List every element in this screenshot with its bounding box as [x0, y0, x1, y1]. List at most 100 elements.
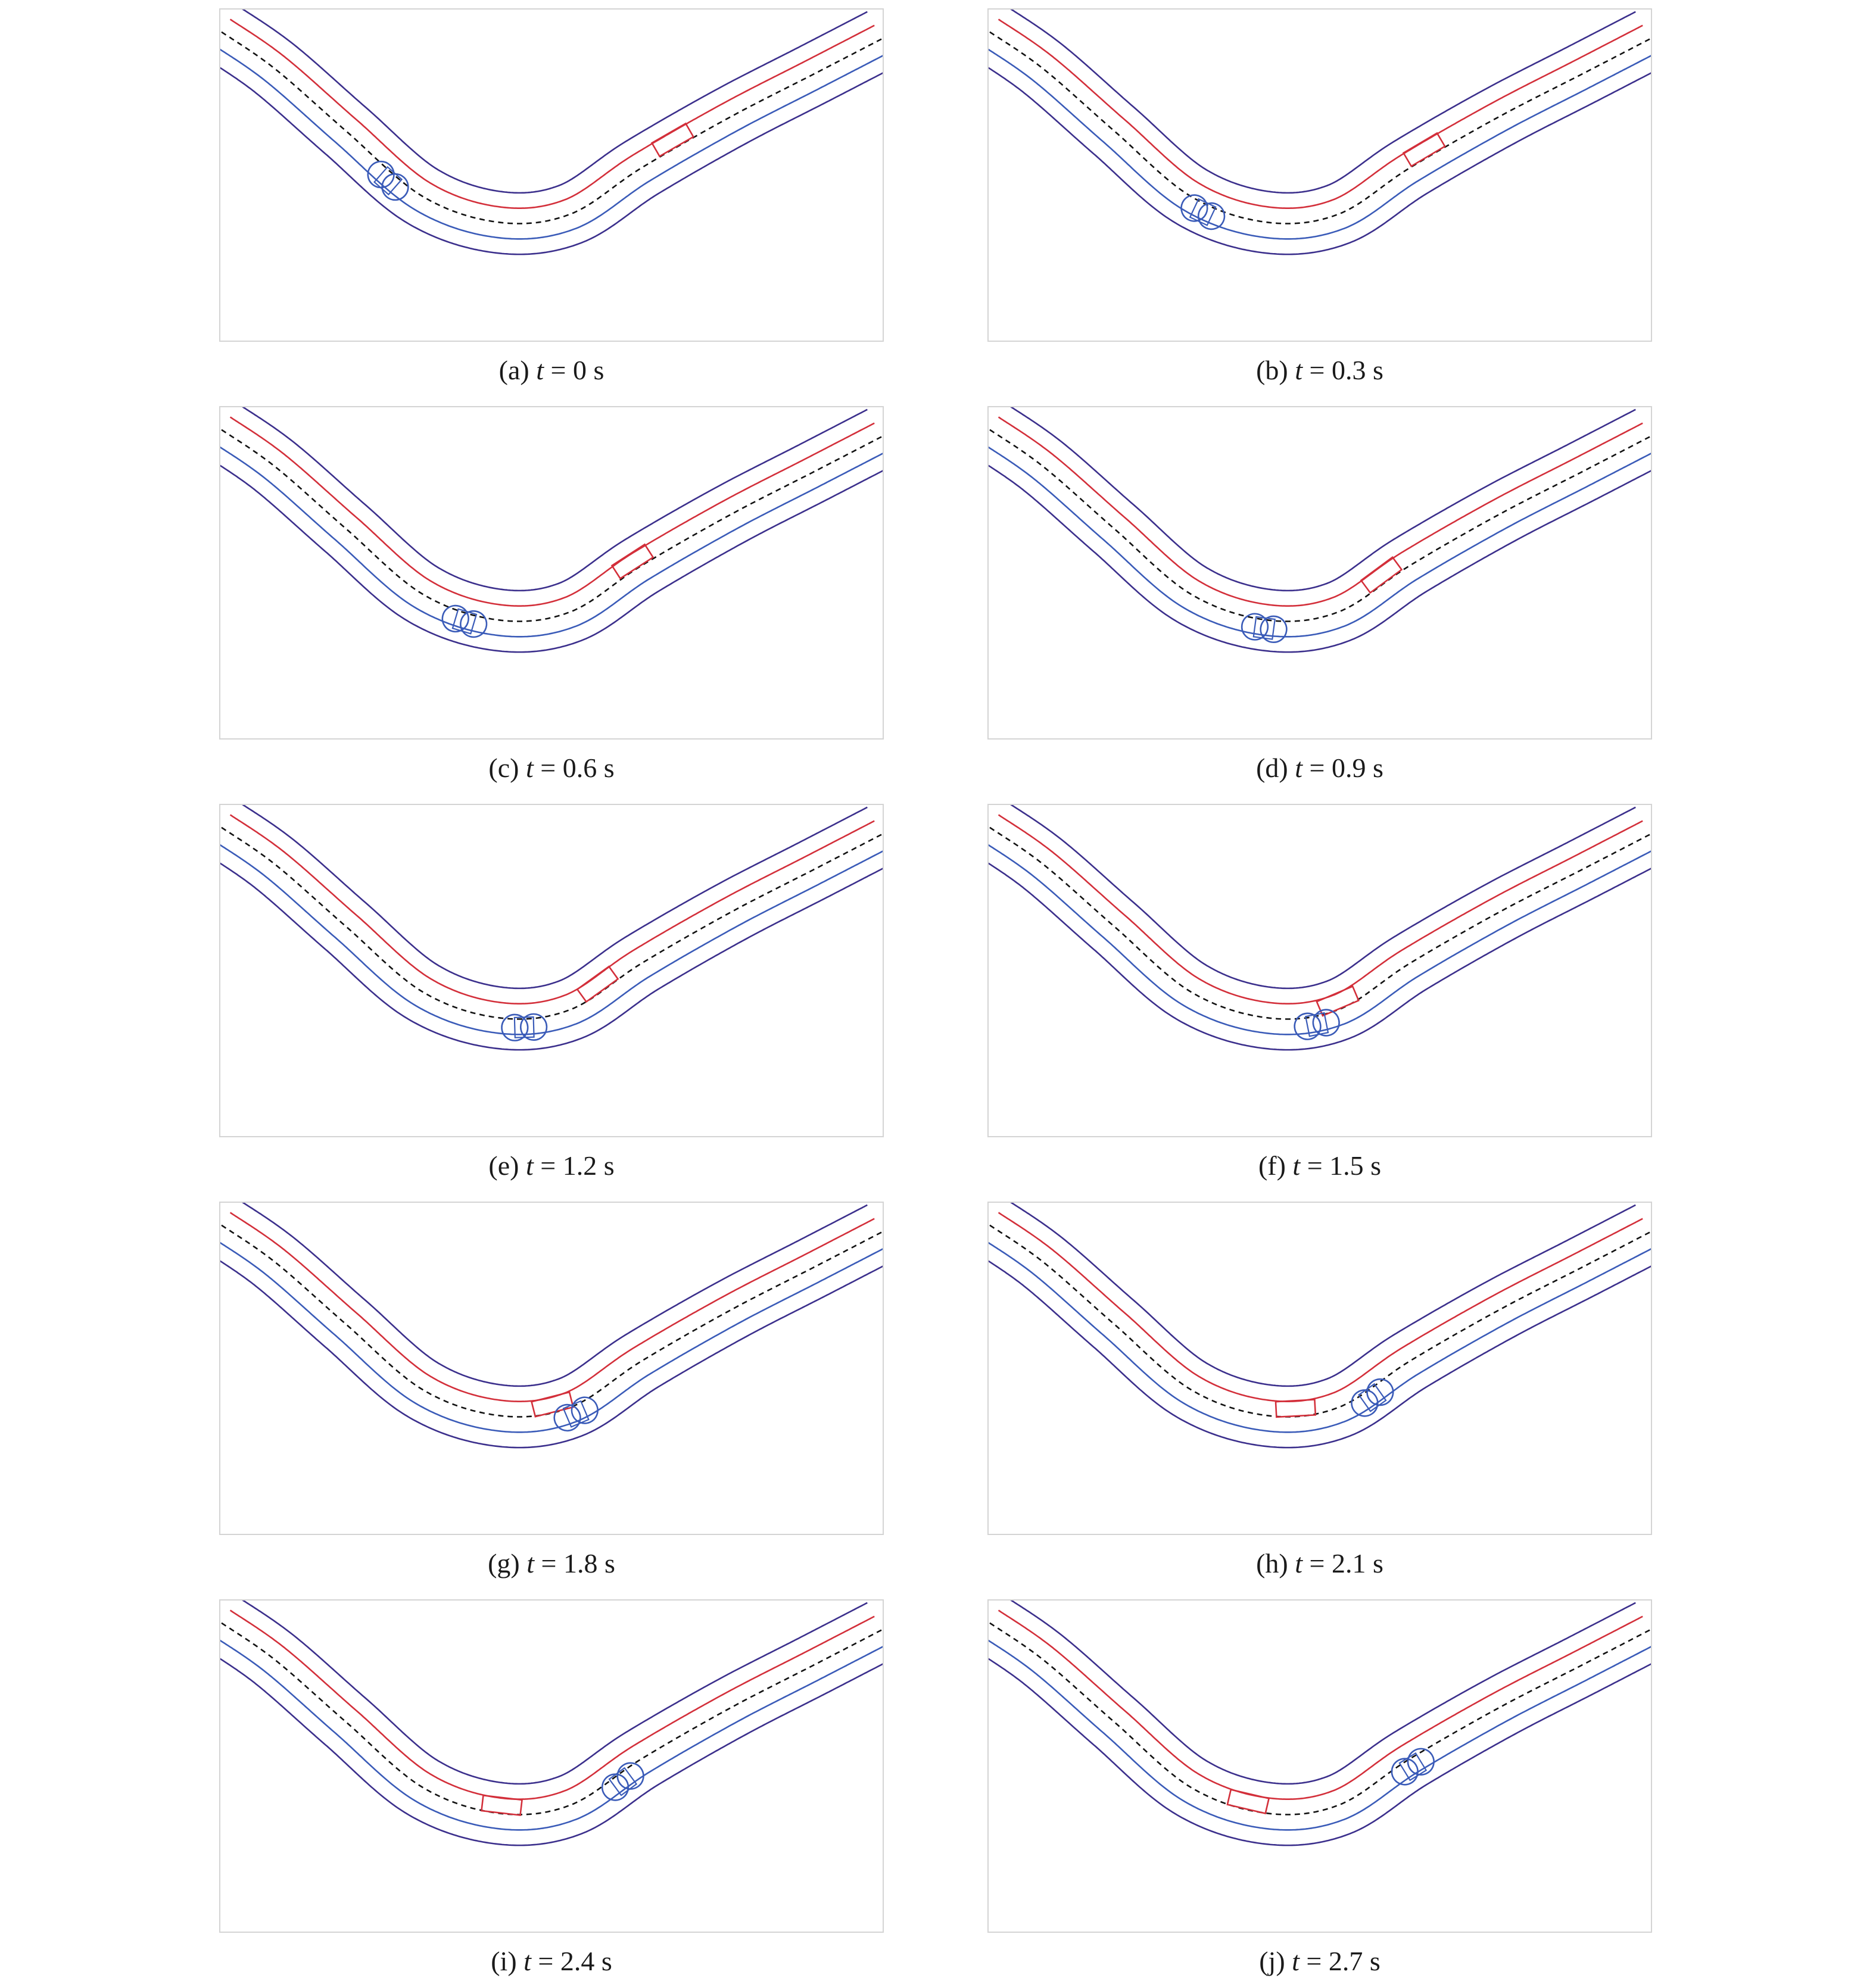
panel-caption: (c) t = 0.6 s [219, 751, 884, 785]
lane-line-red [229, 416, 875, 607]
caption-variable: t [1295, 753, 1303, 783]
center-line-dashed [989, 31, 1650, 224]
red-vehicle-body [576, 965, 619, 1003]
caption-unit: s [1372, 1548, 1383, 1578]
panel-caption: (i) t = 2.4 s [219, 1945, 884, 1978]
panel-g: (g) t = 1.8 s [219, 1202, 884, 1578]
red-vehicle [650, 122, 695, 158]
road-edge-upper [242, 10, 868, 194]
caption-label: (b) [1256, 355, 1288, 385]
panel-caption: (b) t = 0.3 s [987, 354, 1652, 387]
road-edge-upper [242, 407, 868, 592]
caption-label: (c) [488, 753, 519, 783]
blue-vehicle-front-circle [616, 1762, 644, 1790]
caption-label: (a) [498, 355, 529, 385]
panel-b: (b) t = 0.3 s [987, 8, 1652, 385]
caption-value: 1.8 [563, 1548, 598, 1578]
center-line-dashed [221, 1622, 882, 1815]
blue-vehicle-front-circle [1260, 615, 1288, 643]
caption-value: 2.7 [1328, 1946, 1363, 1976]
road-edge-upper [242, 1203, 868, 1387]
caption-label: (f) [1258, 1150, 1286, 1181]
road-scene [219, 1202, 884, 1535]
blue-vehicle-rear-circle [553, 1403, 581, 1432]
caption-variable: t [536, 355, 544, 385]
caption-variable: t [1292, 1946, 1300, 1976]
center-line-dashed [221, 826, 882, 1020]
red-vehicle-body [1402, 132, 1446, 167]
caption-equals: = [550, 355, 566, 385]
blue-vehicle [441, 604, 488, 638]
road-edge-upper [1010, 1601, 1636, 1785]
red-vehicle-body [610, 543, 655, 580]
caption-equals: = [1309, 753, 1325, 783]
lane-line-blue [989, 446, 1651, 638]
caption-equals: = [540, 1150, 556, 1181]
road-edge-upper [1010, 805, 1636, 990]
road-edge-lower [220, 1260, 883, 1449]
panel-i: (i) t = 2.4 s [219, 1599, 884, 1976]
red-vehicle-body [1274, 1399, 1317, 1418]
caption-unit: s [601, 1946, 612, 1976]
blue-vehicle-body [1252, 616, 1276, 640]
lane-line-red [229, 18, 875, 209]
panel-caption: (f) t = 1.5 s [987, 1149, 1652, 1183]
red-vehicle [1316, 985, 1360, 1017]
panel-e: (e) t = 1.2 s [219, 804, 884, 1181]
caption-equals: = [1307, 1150, 1323, 1181]
blue-vehicle-rear-circle [1351, 1389, 1379, 1417]
road-edge-upper [242, 1601, 868, 1785]
road-edge-lower [989, 862, 1651, 1051]
red-vehicle [481, 1794, 523, 1816]
caption-equals: = [1306, 1946, 1322, 1976]
lane-line-blue [989, 1241, 1651, 1433]
blue-vehicle [601, 1762, 644, 1801]
road-scene [219, 1599, 884, 1933]
caption-unit: s [604, 1548, 615, 1578]
blue-vehicle-front-circle [519, 1013, 548, 1041]
blue-vehicle-rear-circle [1391, 1758, 1419, 1786]
lane-line-red [998, 1609, 1643, 1800]
road-edge-lower [220, 67, 883, 255]
road-edge-upper [1010, 10, 1636, 194]
panel-caption: (d) t = 0.9 s [987, 751, 1652, 785]
caption-variable: t [525, 1150, 534, 1181]
red-vehicle-body [530, 1391, 574, 1418]
lane-line-red [229, 1609, 875, 1800]
caption-label: (g) [488, 1548, 520, 1578]
road-scene [987, 1202, 1652, 1535]
blue-vehicle-body [451, 608, 478, 635]
red-vehicle-body [650, 122, 695, 158]
caption-value: 1.2 [562, 1150, 597, 1181]
lane-line-blue [220, 1639, 883, 1831]
caption-value: 0 [572, 355, 587, 385]
panel-c: (c) t = 0.6 s [219, 406, 884, 783]
caption-unit: s [1370, 1150, 1382, 1181]
center-line-dashed [221, 31, 882, 224]
road-edge-upper [242, 805, 868, 990]
caption-value: 1.5 [1329, 1150, 1364, 1181]
center-line-dashed [221, 1224, 882, 1418]
lane-line-blue [989, 48, 1651, 240]
red-vehicle-body [1226, 1789, 1270, 1815]
caption-value: 2.4 [560, 1946, 595, 1976]
blue-vehicle-front-circle [1407, 1748, 1435, 1776]
road-scene [987, 1599, 1652, 1933]
blue-vehicle [1391, 1748, 1435, 1786]
blue-vehicle-rear-circle [441, 604, 469, 633]
blue-vehicle-front-circle [571, 1396, 599, 1424]
panel-caption: (a) t = 0 s [219, 354, 884, 387]
caption-label: (i) [491, 1946, 517, 1976]
blue-vehicle [501, 1013, 548, 1041]
center-line-dashed [989, 826, 1650, 1020]
caption-variable: t [526, 1548, 535, 1578]
caption-label: (d) [1256, 753, 1288, 783]
blue-vehicle-front-circle [1197, 202, 1226, 230]
lane-line-blue [220, 446, 883, 638]
caption-equals: = [1309, 1548, 1325, 1578]
blue-vehicle-rear-circle [1294, 1012, 1322, 1040]
blue-vehicle-body [513, 1016, 535, 1038]
blue-vehicle-rear-circle [1241, 613, 1269, 641]
caption-variable: t [1295, 1548, 1303, 1578]
panel-a: (a) t = 0 s [219, 8, 884, 385]
